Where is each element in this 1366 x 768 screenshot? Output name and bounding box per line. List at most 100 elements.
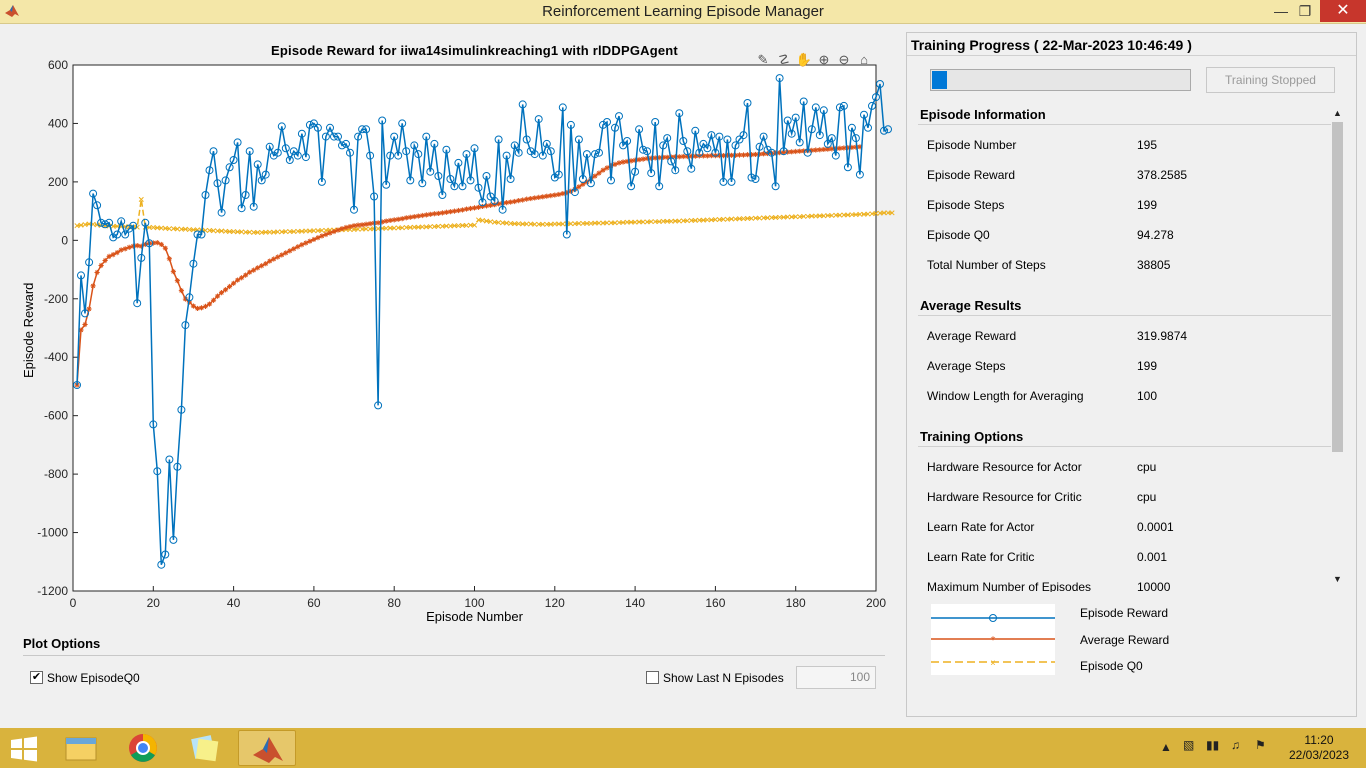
data-point <box>307 238 313 244</box>
data-point <box>761 215 767 221</box>
data-point <box>837 145 843 151</box>
data-point <box>755 142 764 151</box>
average-results-title: Average Results <box>920 298 1022 313</box>
data-point <box>422 132 431 141</box>
data-point <box>287 229 293 235</box>
windows-start-icon[interactable] <box>10 736 38 762</box>
data-point <box>607 176 615 185</box>
data-point <box>311 228 317 234</box>
data-point <box>275 229 281 235</box>
scroll-down-icon[interactable]: ▼ <box>1333 574 1342 584</box>
show-hidden-icons-icon[interactable]: ▲ <box>1160 740 1172 754</box>
data-point <box>90 283 96 289</box>
data-point <box>459 222 466 228</box>
data-point <box>833 212 839 218</box>
data-point <box>847 123 856 132</box>
restore-button[interactable]: ❐ <box>1298 3 1312 19</box>
data-point <box>430 139 439 148</box>
data-point <box>287 248 293 254</box>
device-icon[interactable]: ▧ <box>1183 738 1195 752</box>
data-point <box>483 203 490 209</box>
clock[interactable]: 11:20 22/03/2023 <box>1284 733 1354 763</box>
data-point <box>355 226 361 232</box>
episode-reward-value: 378.2585 <box>1137 168 1188 182</box>
close-button[interactable]: ✕ <box>1320 0 1366 22</box>
data-point <box>548 221 554 227</box>
episode-reward-label: Episode Reward <box>927 168 1016 182</box>
data-point <box>716 152 723 159</box>
x-tick-label: 100 <box>464 596 484 610</box>
training-stopped-button[interactable]: Training Stopped <box>1206 67 1335 93</box>
action-center-icon[interactable]: ⚑ <box>1255 738 1266 752</box>
data-point <box>419 212 425 219</box>
data-point <box>363 221 369 227</box>
data-point <box>777 150 783 156</box>
show-last-n-checkbox[interactable] <box>646 671 659 684</box>
chrome-icon[interactable] <box>114 730 172 766</box>
last-n-input[interactable]: 100 <box>796 666 876 689</box>
zoom-in-icon[interactable]: ⊕ <box>818 52 830 67</box>
scroll-thumb[interactable] <box>1332 122 1343 452</box>
y-tick-label: -400 <box>44 350 68 364</box>
zoom-out-icon[interactable]: ⊖ <box>838 52 850 67</box>
data-tip-icon[interactable]: ☡ <box>778 52 790 67</box>
divider <box>23 655 885 656</box>
data-point <box>182 226 188 232</box>
data-point <box>451 208 458 214</box>
data-point <box>450 182 459 191</box>
data-point <box>253 160 262 169</box>
window-length-label: Window Length for Averaging <box>927 389 1084 403</box>
file-explorer-icon[interactable] <box>52 730 110 766</box>
data-point <box>109 233 118 242</box>
data-point <box>807 125 816 134</box>
data-point <box>628 158 634 164</box>
data-point <box>660 154 666 160</box>
info-scrollbar[interactable]: ▲ ▼ <box>1331 106 1344 592</box>
data-point <box>728 152 735 158</box>
matlab-icon[interactable] <box>238 730 296 766</box>
data-point <box>231 229 237 235</box>
data-point <box>760 151 767 157</box>
show-q0-checkbox[interactable]: ✔ <box>30 671 43 684</box>
data-point <box>752 215 759 221</box>
network-icon[interactable]: ▮▮ <box>1206 738 1220 752</box>
data-point <box>815 131 824 140</box>
x-tick-label: 20 <box>147 596 161 610</box>
volume-icon[interactable]: ♫ <box>1231 738 1240 752</box>
data-point <box>261 170 270 179</box>
data-point <box>631 167 640 176</box>
data-point <box>595 148 603 157</box>
pan-icon[interactable]: ✋ <box>795 52 813 67</box>
sticky-notes-icon[interactable] <box>176 730 234 766</box>
data-point <box>732 152 739 158</box>
data-point <box>285 156 294 164</box>
scroll-up-icon[interactable]: ▲ <box>1333 108 1342 118</box>
data-point <box>872 93 880 102</box>
hw-critic-label: Hardware Resource for Critic <box>927 490 1082 504</box>
data-point <box>576 220 582 226</box>
data-point <box>805 213 811 219</box>
data-point <box>251 267 257 273</box>
data-point <box>431 224 437 230</box>
minimize-button[interactable]: — <box>1274 3 1288 19</box>
data-point <box>471 222 478 228</box>
data-point <box>326 123 334 132</box>
brush-icon[interactable]: ✎ <box>757 52 769 67</box>
data-point <box>93 201 102 210</box>
data-point <box>623 137 632 145</box>
data-point <box>386 151 395 160</box>
data-point <box>680 218 686 224</box>
data-point <box>550 173 559 182</box>
data-point <box>170 226 176 232</box>
episode-reward-chart[interactable]: 0 20 40 60 80 100 120 140 160 180 200 -1200 -1000 -80… <box>0 0 900 628</box>
data-point <box>382 180 391 189</box>
data-point <box>455 223 461 229</box>
data-point <box>500 220 506 226</box>
info-scroll-area[interactable]: Episode Information Episode Number 195 E… <box>915 104 1331 592</box>
home-icon[interactable]: ⌂ <box>860 52 868 67</box>
data-point <box>562 230 571 239</box>
data-point <box>443 209 449 215</box>
data-point <box>439 210 445 216</box>
data-point <box>101 220 110 229</box>
data-point <box>374 401 383 410</box>
